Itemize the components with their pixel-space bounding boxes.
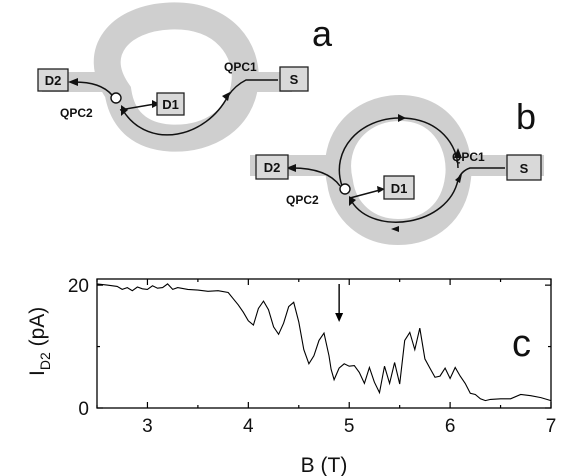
annotation-arrow-head	[335, 313, 344, 322]
x-tick-label: 5	[344, 416, 355, 437]
diagram-a-qpc1-label: QPC1	[224, 60, 257, 74]
diagram-b-edge-path-lower	[351, 179, 459, 223]
y-tick-label: 20	[68, 276, 89, 297]
chart-c: 3 4 5 6 7 0 20 c B (T) ID2 (pA)	[26, 276, 556, 476]
diagram-b-arrow-in	[455, 174, 462, 183]
diagram-b: S D1 D2 QPC1 QPC2 b	[250, 94, 544, 246]
chart-ticks: 3 4 5 6 7 0 20	[68, 276, 556, 437]
diagram-a-lead-right	[238, 72, 292, 92]
diagram-b-qpc1-label: QPC1	[452, 150, 485, 164]
chart-annotation-arrow	[335, 284, 344, 322]
diagram-b-edge-path-d1	[349, 189, 381, 199]
diagram-a-edge-path-d1	[119, 103, 156, 111]
diagram-b-arrow-upper	[398, 114, 406, 122]
diagram-a-arrow-lower	[121, 105, 128, 116]
diagram-a-arrow-d2	[68, 78, 78, 86]
diagram-a-arrow-d1	[152, 100, 160, 108]
diagram-a-source-box	[279, 66, 309, 92]
diagram-b-d2-label: D2	[264, 160, 281, 175]
diagram-b-edge-path-d2	[291, 167, 341, 187]
diagram-b-source-label: S	[520, 161, 529, 176]
diagram-a-d2-label: D2	[45, 73, 62, 88]
diagram-a-edge-path-d2	[73, 81, 113, 96]
diagram-a-arrow-in	[222, 92, 230, 101]
chart-y-axis-label-main: I	[26, 370, 49, 376]
diagram-b-qpc2-node	[339, 183, 351, 195]
diagram-b-source-box	[506, 154, 542, 181]
chart-y-axis-label-unit: (pA)	[26, 307, 49, 353]
diagram-a-panel-label: a	[312, 13, 333, 54]
x-tick-label: 3	[142, 416, 153, 437]
diagram-a-d1-box	[156, 92, 185, 116]
chart-panel-label: c	[512, 323, 531, 365]
chart-frame	[96, 278, 552, 409]
diagram-a-qpc2-label: QPC2	[60, 106, 93, 120]
diagram-b-arrow-lower	[391, 226, 399, 232]
diagram-a-d2-box	[37, 68, 69, 92]
diagram-a-ring	[93, 2, 259, 152]
diagram-b-panel-label: b	[516, 96, 536, 137]
diagram-a-source-label: S	[290, 72, 299, 87]
diagram-b-d2-box	[255, 154, 289, 180]
diagram-b-arrow-qpc1	[454, 148, 462, 158]
x-tick-label: 4	[243, 416, 254, 437]
diagram-b-ring	[325, 94, 472, 246]
chart-y-axis-label: ID2 (pA)	[26, 307, 53, 376]
chart-y-axis-label-sub: D2	[37, 352, 53, 370]
x-tick-label: 7	[546, 416, 557, 437]
diagram-a-edge-path-lower	[123, 95, 229, 136]
diagram-b-d1-label: D1	[391, 181, 408, 196]
diagram-b-arrow-d2	[286, 164, 296, 172]
diagram-a: S D1 D2 QPC1 QPC2 a	[37, 2, 333, 152]
diagram-b-d1-box	[383, 175, 415, 200]
x-tick-label: 6	[445, 416, 456, 437]
y-tick-label: 0	[78, 399, 89, 420]
diagram-a-qpc2-node	[110, 92, 122, 104]
chart-x-axis-label: B (T)	[301, 454, 348, 476]
chart-series-line	[96, 283, 552, 402]
diagram-b-arrow-d1	[377, 186, 385, 193]
diagram-a-d1-label: D1	[162, 97, 179, 112]
diagram-b-qpc2-label: QPC2	[286, 193, 319, 207]
